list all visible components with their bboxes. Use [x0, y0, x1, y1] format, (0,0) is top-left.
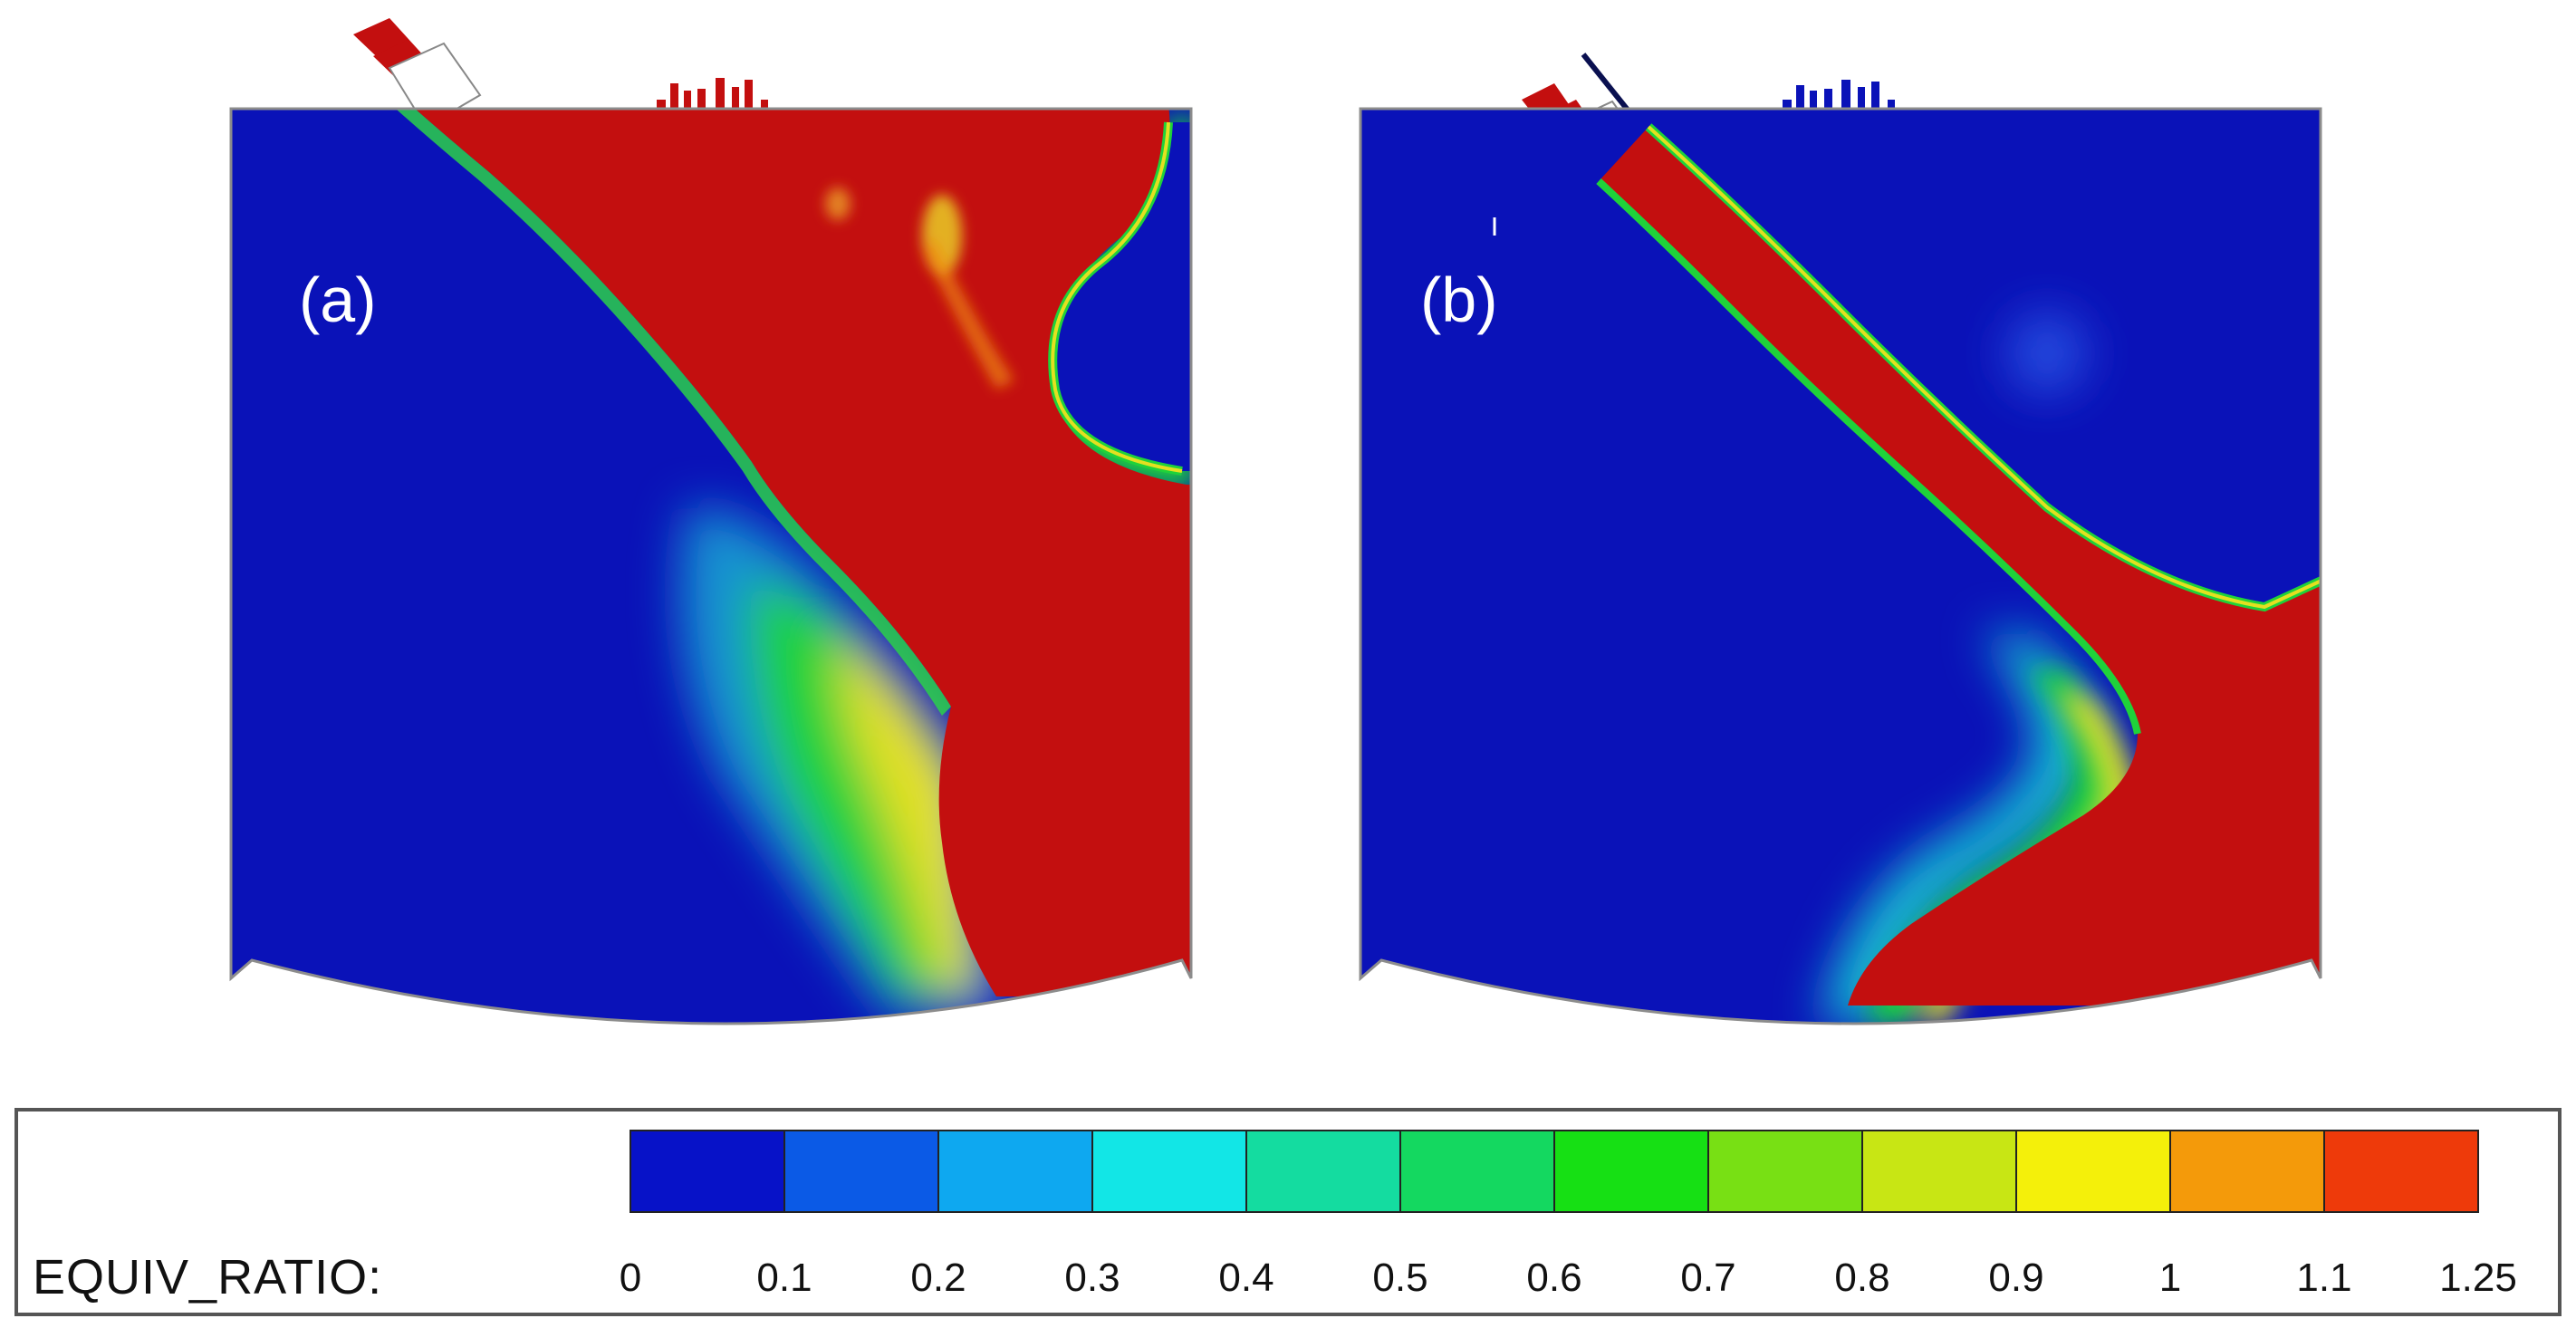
injector-a-icon [353, 18, 482, 129]
color-swatch-5 [1400, 1131, 1554, 1212]
color-swatch-2 [938, 1131, 1092, 1212]
color-swatch-3 [1092, 1131, 1246, 1212]
color-swatch-9 [2016, 1131, 2170, 1212]
tick-label: 0.9 [1988, 1256, 2043, 1300]
tick-label: 1 [2159, 1256, 2181, 1300]
panel-a: (a) [229, 18, 1193, 1025]
tick-label: 0.4 [1218, 1256, 1274, 1300]
tick-label: 0.6 [1526, 1256, 1581, 1300]
colorbar-legend: EQUIV_RATIO: [14, 1108, 2562, 1316]
tick-label: 0.3 [1064, 1256, 1120, 1300]
colorbar-ticks: 0 0.1 0.2 0.3 0.4 0.5 0.6 0.7 0.8 0.9 1 … [620, 1256, 2517, 1300]
tick-label: 0.7 [1680, 1256, 1735, 1300]
tick-label: 0.2 [910, 1256, 966, 1300]
color-swatch-11 [2324, 1131, 2478, 1212]
colorbar [630, 1130, 2479, 1213]
color-swatch-4 [1246, 1131, 1400, 1212]
color-swatch-6 [1554, 1131, 1708, 1212]
panel-b: (b) [1359, 53, 2322, 1025]
tick-label: 0 [620, 1256, 641, 1300]
valve-bumps-b [1783, 80, 1895, 112]
legend-title: EQUIV_RATIO: [33, 1250, 382, 1304]
color-swatch-8 [1862, 1131, 2016, 1212]
tick-label: 1.1 [2296, 1256, 2351, 1300]
tick-label: 0.8 [1834, 1256, 1889, 1300]
tick-label: 1.25 [2439, 1256, 2517, 1300]
color-swatch-7 [1708, 1131, 1862, 1212]
panel-b-label: (b) [1420, 265, 1498, 335]
color-swatch-0 [630, 1131, 784, 1212]
color-swatch-10 [2170, 1131, 2324, 1212]
panel-a-label: (a) [299, 265, 377, 335]
tick-label: 0.1 [756, 1256, 812, 1300]
tick-label: 0.5 [1372, 1256, 1427, 1300]
color-swatch-1 [784, 1131, 938, 1212]
valve-bumps-a [657, 78, 768, 112]
